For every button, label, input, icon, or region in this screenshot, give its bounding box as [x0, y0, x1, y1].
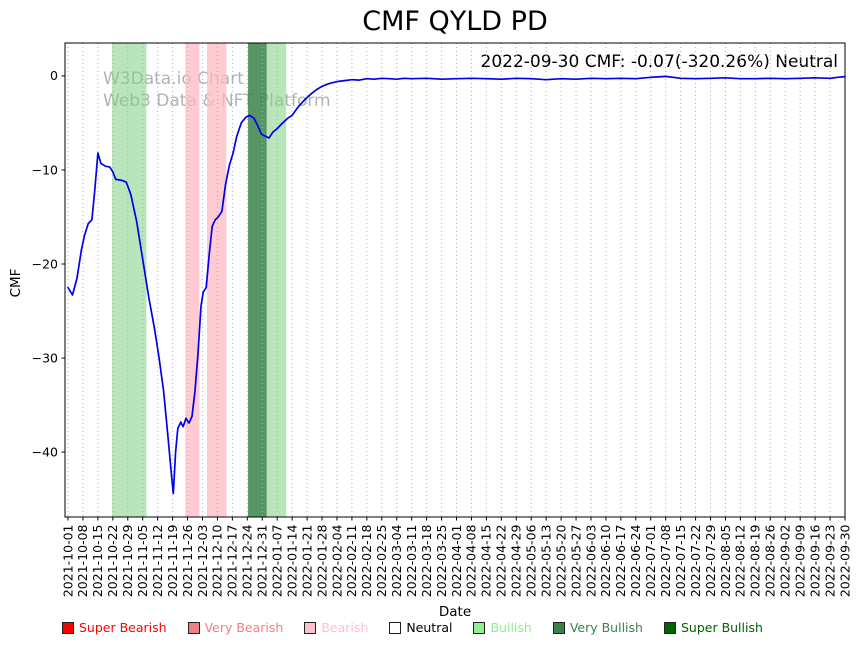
svg-text:2021-12-31: 2021-12-31 — [255, 525, 270, 598]
svg-text:2022-05-20: 2022-05-20 — [553, 524, 568, 597]
svg-text:2022-06-24: 2022-06-24 — [628, 524, 643, 597]
svg-text:2021-11-26: 2021-11-26 — [180, 524, 195, 597]
svg-text:2022-07-08: 2022-07-08 — [658, 524, 673, 597]
legend-swatch — [552, 621, 565, 634]
svg-text:2022-05-27: 2022-05-27 — [568, 525, 583, 598]
svg-text:2022-04-15: 2022-04-15 — [479, 525, 494, 598]
svg-text:2022-08-19: 2022-08-19 — [748, 524, 763, 597]
svg-text:−20: −20 — [32, 256, 58, 271]
svg-text:2022-02-18: 2022-02-18 — [359, 524, 374, 597]
legend-item-very-bearish: Very Bearish — [187, 620, 284, 635]
signal-legend: Super Bearish Very Bearish Bearish Neutral B… — [62, 620, 763, 635]
legend-swatch — [389, 621, 402, 634]
svg-text:2021-10-01: 2021-10-01 — [60, 525, 75, 598]
gridlines — [67, 43, 846, 517]
legend-label: Bearish — [321, 620, 369, 635]
signal-band — [185, 43, 200, 517]
legend-item-super-bullish: Super Bullish — [663, 620, 763, 635]
signal-band — [248, 43, 267, 517]
svg-text:2022-09-16: 2022-09-16 — [807, 524, 822, 597]
svg-text:2022-06-17: 2022-06-17 — [613, 525, 628, 598]
svg-text:2021-10-08: 2021-10-08 — [75, 524, 90, 597]
svg-text:2022-08-05: 2022-08-05 — [718, 525, 733, 598]
svg-text:2022-05-13: 2022-05-13 — [538, 525, 553, 598]
svg-text:−30: −30 — [32, 350, 58, 365]
svg-text:2022-03-04: 2022-03-04 — [389, 524, 404, 597]
legend-label: Very Bearish — [204, 620, 284, 635]
y-tick-labels: 0 −10 −20 −30 −40 — [32, 68, 65, 459]
svg-text:2022-08-26: 2022-08-26 — [763, 524, 778, 597]
svg-text:−10: −10 — [32, 162, 58, 177]
signal-bands — [112, 43, 287, 517]
svg-text:2022-06-03: 2022-06-03 — [583, 525, 598, 598]
svg-text:2022-09-30: 2022-09-30 — [837, 524, 852, 597]
latest-value-annotation: 2022-09-30 CMF: -0.07(-320.26%) Neutral — [480, 52, 839, 72]
legend-swatch — [62, 621, 74, 634]
legend-swatch — [304, 621, 317, 634]
svg-text:−40: −40 — [32, 444, 58, 459]
svg-text:2022-01-07: 2022-01-07 — [269, 525, 284, 598]
svg-text:2022-09-02: 2022-09-02 — [778, 525, 793, 598]
svg-text:2022-05-06: 2022-05-06 — [524, 524, 539, 597]
svg-text:2022-07-15: 2022-07-15 — [673, 525, 688, 598]
legend-item-very-bullish: Very Bullish — [552, 620, 643, 635]
legend-label: Very Bullish — [569, 620, 643, 635]
svg-text:2022-07-22: 2022-07-22 — [688, 525, 703, 598]
chart-title: CMF QYLD PD — [362, 6, 548, 37]
svg-text:2021-12-03: 2021-12-03 — [195, 525, 210, 598]
svg-text:2022-03-11: 2022-03-11 — [404, 525, 419, 598]
x-tick-labels: 2021-10-01 2021-10-08 2021-10-15 2021-10-22… — [60, 517, 852, 597]
svg-text:2021-10-15: 2021-10-15 — [90, 525, 105, 598]
svg-text:2022-08-12: 2022-08-12 — [733, 525, 748, 598]
legend-label: Super Bullish — [680, 620, 763, 635]
svg-text:2022-09-23: 2022-09-23 — [822, 525, 837, 598]
svg-text:2021-12-17: 2021-12-17 — [225, 525, 240, 598]
cmf-line-series — [67, 75, 846, 495]
legend-label: Neutral — [406, 620, 453, 635]
signal-band — [206, 43, 227, 517]
legend-label: Bullish — [490, 620, 532, 635]
svg-text:2022-04-01: 2022-04-01 — [449, 525, 464, 598]
axes-frame — [64, 42, 846, 518]
svg-text:2022-04-22: 2022-04-22 — [494, 525, 509, 598]
legend-item-bullish: Bullish — [473, 620, 532, 635]
svg-text:2022-02-04: 2022-02-04 — [329, 524, 344, 597]
svg-text:2022-01-21: 2022-01-21 — [299, 525, 314, 598]
svg-text:2022-03-18: 2022-03-18 — [419, 524, 434, 597]
legend-swatch — [187, 621, 200, 634]
signal-band — [112, 43, 147, 517]
svg-text:2022-07-29: 2022-07-29 — [703, 524, 718, 597]
x-axis-label: Date — [438, 604, 472, 620]
svg-text:2021-12-10: 2021-12-10 — [210, 524, 225, 597]
svg-text:2022-07-01: 2022-07-01 — [643, 525, 658, 598]
svg-text:2022-02-11: 2022-02-11 — [344, 525, 359, 598]
svg-text:2022-02-25: 2022-02-25 — [374, 525, 389, 598]
svg-text:2021-12-24: 2021-12-24 — [240, 524, 255, 597]
signal-band — [266, 43, 287, 517]
svg-text:2022-01-28: 2022-01-28 — [314, 524, 329, 597]
svg-text:2022-03-25: 2022-03-25 — [434, 525, 449, 598]
svg-text:2022-01-14: 2022-01-14 — [284, 524, 299, 597]
legend-item-super-bearish: Super Bearish — [62, 620, 167, 635]
svg-text:2021-11-05: 2021-11-05 — [135, 525, 150, 598]
legend-item-bearish: Bearish — [304, 620, 368, 635]
svg-text:0: 0 — [50, 68, 58, 83]
svg-text:2022-04-08: 2022-04-08 — [464, 524, 479, 597]
svg-text:2021-11-19: 2021-11-19 — [165, 524, 180, 597]
legend-item-neutral: Neutral — [389, 620, 452, 635]
legend-swatch — [663, 621, 676, 634]
svg-text:2022-04-29: 2022-04-29 — [509, 524, 524, 597]
legend-label: Super Bearish — [79, 620, 167, 635]
svg-text:2021-10-22: 2021-10-22 — [105, 525, 120, 598]
svg-text:2022-06-10: 2022-06-10 — [598, 524, 613, 597]
svg-text:2021-11-12: 2021-11-12 — [150, 525, 165, 598]
svg-text:2022-09-09: 2022-09-09 — [792, 524, 807, 597]
legend-swatch — [473, 621, 486, 634]
svg-text:2021-10-29: 2021-10-29 — [120, 524, 135, 597]
